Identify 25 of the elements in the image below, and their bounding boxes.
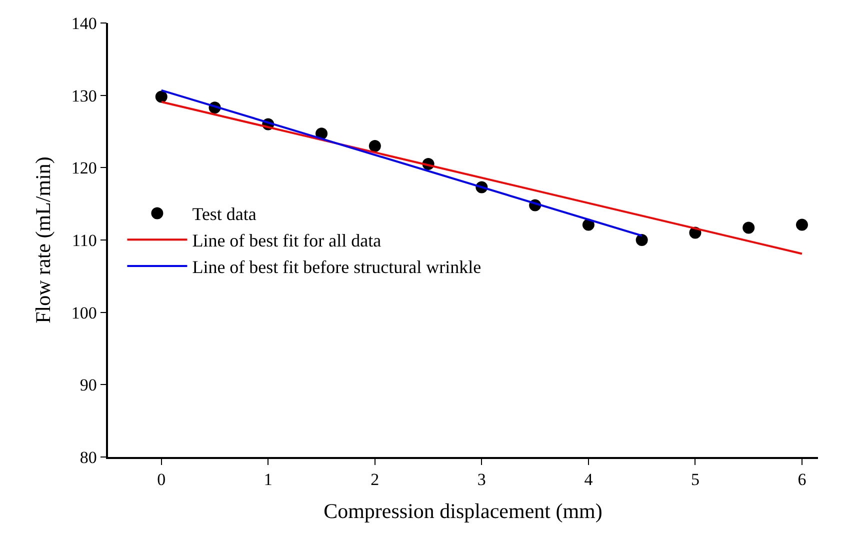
legend-label: Test data bbox=[192, 204, 256, 224]
y-tick-label: 130 bbox=[71, 86, 97, 106]
x-tick-label: 6 bbox=[798, 470, 806, 490]
y-tick-label: 100 bbox=[71, 303, 97, 322]
point bbox=[742, 222, 755, 234]
y-tick-label: 120 bbox=[71, 158, 97, 178]
y-tick-label: 140 bbox=[71, 14, 97, 33]
point bbox=[155, 90, 168, 103]
x-tick-label: 4 bbox=[584, 470, 594, 490]
y-tick-label: 110 bbox=[72, 230, 97, 250]
point bbox=[582, 218, 594, 231]
point bbox=[368, 140, 381, 152]
point bbox=[796, 218, 808, 231]
x-tick-label: 2 bbox=[370, 470, 380, 490]
legend-label: Line of best fit before structural wrinkle bbox=[192, 257, 482, 278]
x-tick-label: 1 bbox=[264, 470, 272, 490]
x-tick-label: 0 bbox=[157, 470, 166, 490]
x-tick-label: 3 bbox=[477, 470, 486, 490]
y-tick-label: 90 bbox=[80, 376, 97, 395]
legend-label: Line of best fit for all data bbox=[192, 230, 382, 251]
point bbox=[636, 234, 648, 246]
x-tick-label: 5 bbox=[690, 470, 700, 490]
x-axis-title: Compression displacement (mm) bbox=[324, 498, 602, 523]
y-axis-title: Flow rate (mL/min) bbox=[31, 156, 55, 324]
y-tick-label: 80 bbox=[80, 448, 97, 467]
